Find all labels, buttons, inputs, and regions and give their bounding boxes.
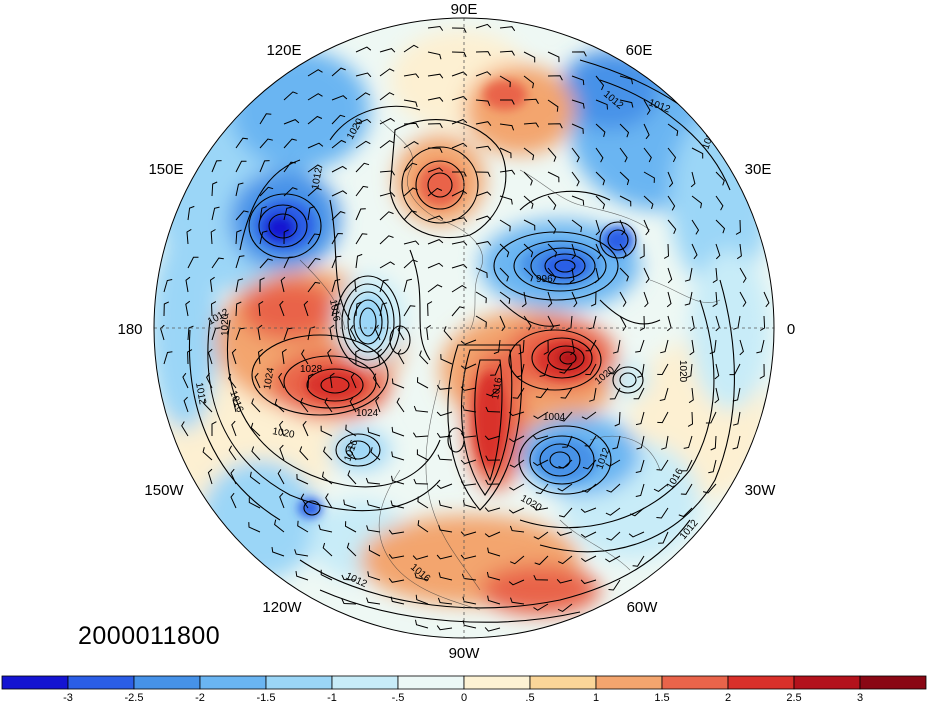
- lon-label-60w: 60W: [627, 599, 659, 616]
- colorbar-tick-label: -3: [63, 692, 73, 702]
- colorbar-tick-label: -2: [195, 692, 205, 702]
- colorbar-tick-label: 2.5: [786, 692, 801, 702]
- colorbar-tick-label: 1: [593, 692, 599, 702]
- contour-label: 1016: [490, 376, 505, 400]
- lon-label-90e: 90E: [451, 1, 478, 18]
- contour-label: 996: [536, 274, 553, 285]
- colorbar-swatch: [595, 675, 663, 690]
- date-stamp: 2000011800: [78, 622, 221, 650]
- lon-label-30e: 30E: [745, 161, 772, 178]
- contour-label: 1024: [262, 366, 277, 390]
- contour-label: 1020: [677, 360, 688, 383]
- lon-label-0: 0: [787, 321, 795, 338]
- colorbar-tick-label: -.5: [392, 692, 405, 702]
- contour-label: 1028: [300, 364, 323, 375]
- colorbar: -3 -2.5 -2 -1.5 -1 -.5 0 .5 1 1.5 2 2.5 3: [1, 675, 927, 702]
- colorbar-swatch: [331, 675, 399, 690]
- colorbar-swatch: [1, 675, 69, 690]
- colorbar-swatch: [859, 675, 927, 690]
- colorbar-swatch: [793, 675, 861, 690]
- colorbar-swatch: [133, 675, 201, 690]
- lon-label-180: 180: [117, 321, 142, 338]
- colorbar-tick-label: 2: [725, 692, 731, 702]
- coastlines: [299, 119, 721, 611]
- colorbar-tick-label: .5: [525, 692, 534, 702]
- longitude-labels: 90E 60E 30E 0 30W 60W 90W 120W 150W 180 …: [117, 1, 795, 662]
- contour-label: 1020: [271, 426, 295, 441]
- map-border: [153, 17, 775, 639]
- wind-barbs: [160, 23, 770, 632]
- lon-label-120e: 120E: [266, 42, 301, 59]
- lon-label-30w: 30W: [745, 482, 777, 499]
- colorbar-tick-label: 0: [461, 692, 467, 702]
- pressure-contours: [188, 59, 751, 623]
- colorbar-tick-label: -1.5: [257, 692, 276, 702]
- lon-label-150w: 150W: [144, 482, 184, 499]
- colorbar-swatch: [661, 675, 729, 690]
- contour-label: 1012: [310, 166, 325, 190]
- contour-label: 1024: [356, 408, 379, 419]
- colorbar-tick-label: 3: [857, 692, 863, 702]
- contour-label: 1012: [193, 382, 208, 406]
- colorbar-swatch: [199, 675, 267, 690]
- colorbar-swatch: [265, 675, 333, 690]
- colorbar-tick-label: -1: [327, 692, 337, 702]
- colorbar-swatch: [529, 675, 597, 690]
- lon-label-90w: 90W: [449, 645, 481, 662]
- colorbar-swatch: [727, 675, 795, 690]
- colorbar-swatch: [397, 675, 465, 690]
- contour-label: 1020: [220, 313, 231, 336]
- colorbar-swatch: [67, 675, 135, 690]
- contour-label: 1016: [327, 299, 342, 323]
- contour-label: 1004: [543, 412, 566, 423]
- lon-label-60e: 60E: [626, 42, 653, 59]
- lon-label-150e: 150E: [148, 161, 183, 178]
- colorbar-swatch: [463, 675, 531, 690]
- colorbar-tick-label: -2.5: [125, 692, 144, 702]
- lon-label-120w: 120W: [262, 599, 302, 616]
- lat-lon-grid: [154, 18, 774, 638]
- colorbar-tick-label: 1.5: [654, 692, 669, 702]
